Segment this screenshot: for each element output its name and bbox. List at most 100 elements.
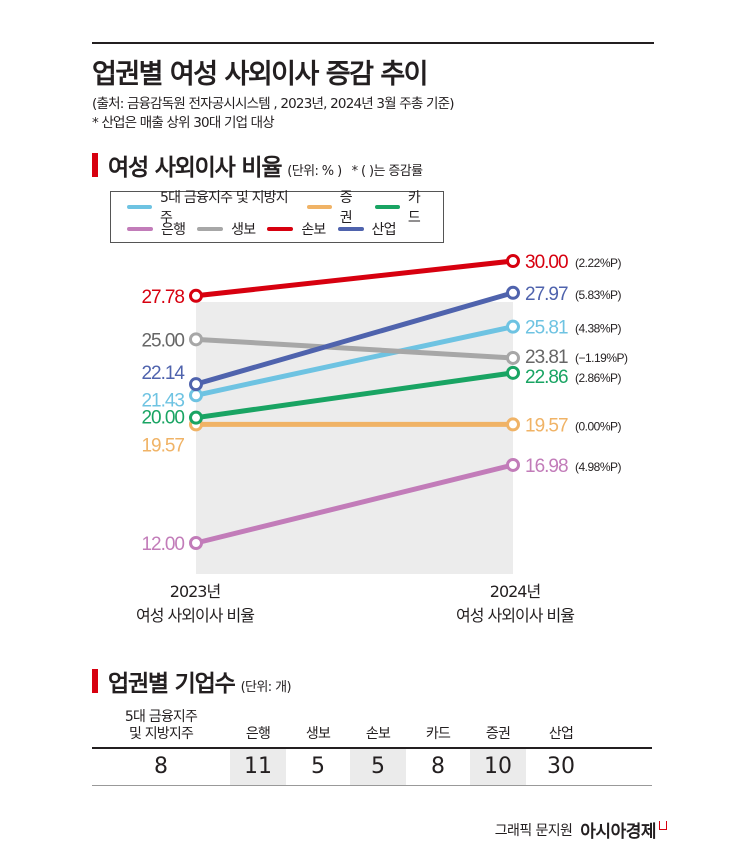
data-point-marker <box>189 536 203 550</box>
table-row: 8 11 5 5 8 10 30 <box>92 749 652 785</box>
legend-item: 산업 <box>337 219 397 239</box>
data-point-marker <box>506 254 520 268</box>
table-title: 업권별 기업수 <box>108 671 236 697</box>
legend-swatch <box>337 227 364 231</box>
legend-label: 은행 <box>161 222 186 238</box>
data-point-marker <box>506 417 520 432</box>
table-header-cell: 5대 금융지주 및 지방지주 <box>92 709 230 747</box>
table-header-text: 손보 <box>365 726 391 742</box>
data-point-marker <box>506 457 520 472</box>
table-header-cell: 손보 <box>350 726 406 747</box>
table-header-cell: 카드 <box>406 726 470 747</box>
legend-swatch <box>197 227 224 231</box>
legend-item: 증권 <box>306 187 363 227</box>
legend-swatch <box>374 205 400 209</box>
table-header-text: 생보 <box>305 726 331 742</box>
series-line <box>193 336 516 361</box>
table-cell: 11 <box>230 749 286 785</box>
change-label: (2.22%P) <box>575 256 622 270</box>
chart-section-title: 여성 사외이사 비율 (단위: % ) * ( )는 증감률 <box>92 148 423 182</box>
table-header-cell: 생보 <box>286 726 350 747</box>
legend-label: 손보 <box>301 222 326 238</box>
table-header-text: 산업 <box>548 726 574 742</box>
legend-label: 생보 <box>231 222 256 238</box>
chart-legend: 5대 금융지주 및 지방지주 증권 카드 은행 생보 손보 산업 <box>110 190 444 243</box>
x-tick-caption: 여성 사외이사 비율 <box>136 606 255 625</box>
company-count-table: 5대 금융지주 및 지방지주 은행 생보 손보 카드 증권 산업 8 11 5 5 8 10 30 <box>92 703 652 786</box>
table-cell: 5 <box>311 754 325 779</box>
legend-item: 5대 금융지주 및 지방지주 <box>127 187 295 227</box>
data-label-2023: 27.78 <box>141 287 184 308</box>
legend-item: 은행 <box>127 219 186 239</box>
data-label-2024: 27.97 <box>525 284 568 305</box>
data-point-marker <box>506 319 520 334</box>
brand-mark-icon <box>659 821 667 830</box>
legend-swatch <box>306 205 332 209</box>
table-header-cell: 은행 <box>230 726 286 747</box>
series-line <box>193 462 516 546</box>
data-point-marker <box>189 388 203 403</box>
section-marker <box>92 669 98 693</box>
table-unit: (단위: 개) <box>240 680 292 695</box>
chart-unit: (단위: % ) <box>287 164 342 179</box>
change-label: (−1.19%P) <box>575 351 628 365</box>
legend-item: 손보 <box>267 219 326 239</box>
credit: 그래픽 문지원 아시아경제 <box>495 817 667 842</box>
credit-text: 그래픽 문지원 <box>494 822 573 839</box>
brand-logo: 아시아경제 <box>580 822 656 842</box>
data-point-marker <box>189 288 203 303</box>
data-label-2024: 22.86 <box>525 367 568 388</box>
source-note: (출처: 금융감독원 전자공시시스템 , 2023년, 2024년 3월 주총 … <box>92 96 455 112</box>
change-label: (4.38%P) <box>575 322 622 336</box>
data-label-2024: 30.00 <box>525 252 568 273</box>
table-cell: 5 <box>350 749 406 785</box>
legend-item: 생보 <box>197 219 256 239</box>
table-header-row: 5대 금융지주 및 지방지주 은행 생보 손보 카드 증권 산업 <box>92 703 652 747</box>
legend-label: 카드 <box>407 190 421 226</box>
series-line <box>193 370 516 421</box>
table-cell: 8 <box>154 754 168 779</box>
x-tick-caption: 여성 사외이사 비율 <box>456 606 575 625</box>
legend-item: 카드 <box>374 187 431 227</box>
change-label: (4.98%P) <box>575 460 622 474</box>
data-point-marker <box>506 285 520 300</box>
x-tick-label-2023: 2023년 여성 사외이사 비율 <box>120 580 270 628</box>
table-header-cell: 증권 <box>470 726 526 747</box>
legend-label: 증권 <box>339 190 353 226</box>
data-label-2023: 20.00 <box>141 408 184 429</box>
table-header-text: 5대 금융지주 <box>124 709 198 725</box>
table-header-text: 은행 <box>245 726 271 742</box>
legend-label: 산업 <box>371 222 397 238</box>
legend-swatch <box>127 205 153 209</box>
data-point-marker <box>189 377 203 392</box>
chart-note: * ( )는 증감률 <box>351 164 423 179</box>
data-label-2024: 25.81 <box>525 318 568 339</box>
data-point-marker <box>506 350 520 365</box>
data-label-2024: 16.98 <box>525 456 568 477</box>
legend-swatch <box>267 227 294 231</box>
series-line <box>193 324 516 398</box>
change-label: (0.00%P) <box>575 419 622 433</box>
table-cell: 30 <box>547 754 575 779</box>
table-header-divider <box>92 747 652 749</box>
x-tick-label-2024: 2024년 여성 사외이사 비율 <box>440 580 590 628</box>
data-label-2024: 23.81 <box>525 347 568 368</box>
table-header-text: 카드 <box>425 726 451 742</box>
x-tick-year: 2023년 <box>169 582 221 601</box>
table-cell: 10 <box>470 749 526 785</box>
data-point-marker <box>189 332 203 347</box>
footnote: * 산업은 매출 상위 30대 기업 대상 <box>92 115 275 131</box>
data-label-2023: 12.00 <box>141 534 184 555</box>
change-label: (2.86%P) <box>575 371 622 385</box>
data-label-2024: 19.57 <box>525 415 568 436</box>
series-line <box>193 258 516 299</box>
data-label-2023: 19.57 <box>141 435 184 456</box>
table-header-text: 및 지방지주 <box>128 726 194 742</box>
chart-title: 여성 사외이사 비율 <box>108 155 282 181</box>
series-line <box>193 290 516 387</box>
page-title: 업권별 여성 사외이사 증감 추이 <box>92 59 429 90</box>
data-label-2023: 22.14 <box>141 363 185 384</box>
table-bottom-rule <box>92 785 652 786</box>
table-section-title: 업권별 기업수 (단위: 개) <box>92 664 292 698</box>
